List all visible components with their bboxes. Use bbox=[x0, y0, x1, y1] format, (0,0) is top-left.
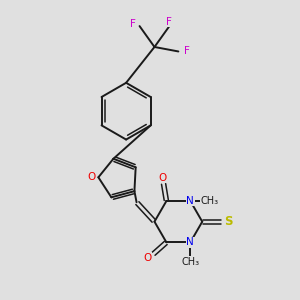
Text: CH₃: CH₃ bbox=[201, 196, 219, 206]
Text: O: O bbox=[88, 172, 96, 182]
Text: O: O bbox=[143, 253, 152, 263]
Text: S: S bbox=[224, 215, 232, 228]
Text: F: F bbox=[130, 19, 136, 29]
Text: CH₃: CH₃ bbox=[181, 257, 200, 267]
Text: N: N bbox=[186, 196, 194, 206]
Text: N: N bbox=[186, 237, 194, 248]
Text: F: F bbox=[167, 16, 172, 27]
Text: F: F bbox=[184, 46, 190, 56]
Text: O: O bbox=[159, 173, 167, 183]
